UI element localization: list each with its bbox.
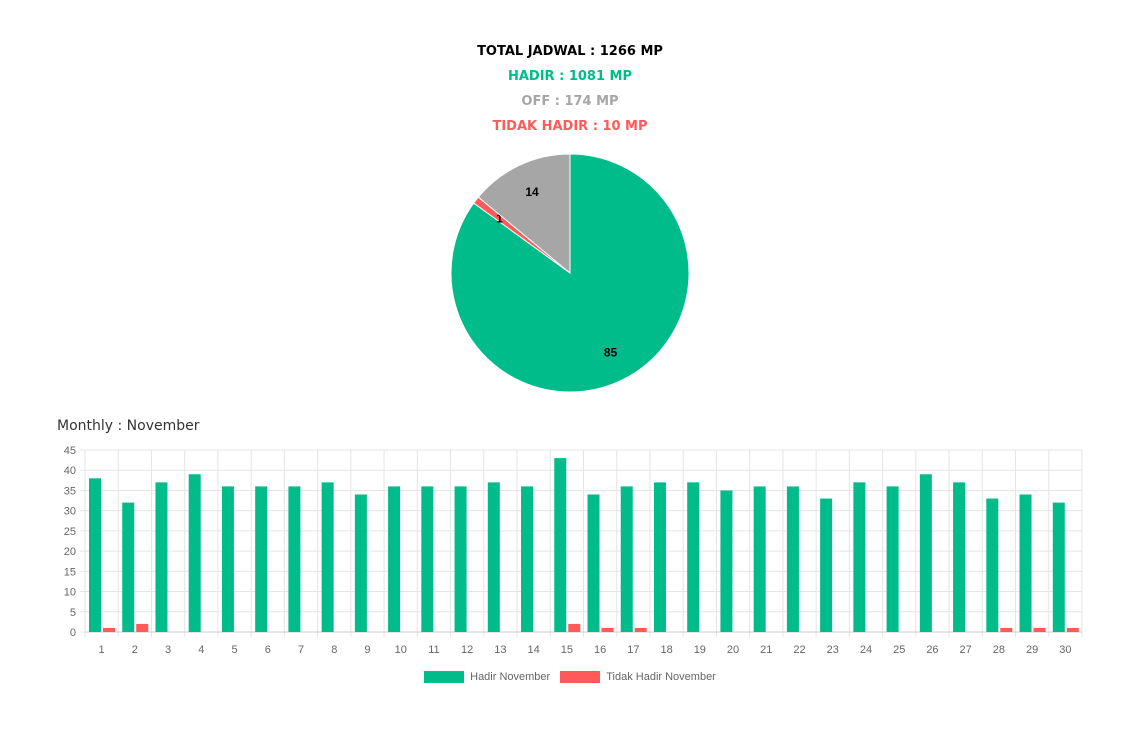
- bar-hadir-3[interactable]: [155, 482, 168, 632]
- bar-hadir-21[interactable]: [753, 486, 766, 632]
- x-tick-label: 12: [461, 644, 473, 656]
- x-tick-label: 27: [960, 644, 972, 656]
- legend-item-hadir[interactable]: Hadir November: [424, 671, 550, 683]
- bar-tidak-hadir-1[interactable]: [103, 627, 115, 632]
- y-tick-label: 15: [64, 566, 76, 578]
- off-label: OFF : 174 MP: [521, 94, 619, 109]
- pie-label-off: 14: [525, 185, 539, 199]
- legend-item-tidak-hadir[interactable]: Tidak Hadir November: [560, 671, 716, 683]
- x-tick-label: 25: [893, 644, 905, 656]
- bar-hadir-13[interactable]: [487, 482, 500, 632]
- legend-swatch-hadir: [424, 671, 465, 683]
- bar-hadir-12[interactable]: [454, 486, 467, 632]
- x-tick-label: 16: [594, 644, 606, 656]
- legend-label-tidak-hadir: Tidak Hadir November: [606, 671, 716, 683]
- x-tick-label: 4: [198, 644, 204, 656]
- bar-hadir-8[interactable]: [321, 482, 334, 632]
- y-tick-label: 20: [64, 546, 76, 558]
- bar-hadir-16[interactable]: [587, 494, 600, 632]
- y-tick-label: 5: [70, 607, 76, 619]
- x-tick-label: 29: [1026, 644, 1038, 656]
- bar-hadir-10[interactable]: [388, 486, 401, 632]
- bar-hadir-1[interactable]: [89, 478, 101, 632]
- x-tick-label: 5: [231, 644, 237, 656]
- present-label: HADIR : 1081 MP: [507, 69, 632, 84]
- bar-grid: [80, 449, 1083, 637]
- bar-hadir-20[interactable]: [720, 490, 733, 632]
- x-tick-label: 23: [827, 644, 839, 656]
- bar-hadir-5[interactable]: [221, 486, 234, 632]
- x-tick-label: 11: [428, 644, 439, 656]
- bar-tidak-hadir-15[interactable]: [568, 623, 581, 632]
- bar-hadir-24[interactable]: [853, 482, 866, 632]
- bar-hadir-7[interactable]: [288, 486, 301, 632]
- bar-hadir-2[interactable]: [122, 502, 135, 632]
- y-tick-label: 45: [64, 445, 76, 457]
- bar-tidak-hadir-2[interactable]: [136, 623, 149, 632]
- legend-swatch-tidak-hadir: [560, 671, 601, 683]
- x-tick-label: 26: [926, 644, 938, 656]
- x-tick-label: 2: [132, 644, 138, 656]
- bar-hadir-6[interactable]: [255, 486, 268, 632]
- bar-hadir-27[interactable]: [953, 482, 966, 632]
- bar-chart-legend: Hadir November Tidak Hadir November: [0, 671, 1140, 683]
- x-tick-label: 20: [727, 644, 739, 656]
- bar-tidak-hadir-16[interactable]: [601, 627, 614, 632]
- bar-hadir-15[interactable]: [554, 458, 567, 632]
- bar-hadir-19[interactable]: [687, 482, 700, 632]
- bar-hadir-11[interactable]: [421, 486, 434, 632]
- bar-hadir-18[interactable]: [653, 482, 666, 632]
- x-tick-label: 22: [793, 644, 805, 656]
- y-tick-label: 30: [64, 506, 76, 518]
- x-tick-label: 28: [993, 644, 1005, 656]
- pie-slice-off[interactable]: [477, 153, 571, 275]
- bar-tidak-hadir-17[interactable]: [634, 627, 647, 632]
- x-tick-label: 17: [627, 644, 639, 656]
- bar-hadir-28[interactable]: [986, 498, 999, 632]
- bar-tidak-hadir-30[interactable]: [1066, 627, 1079, 632]
- x-tick-label: 18: [660, 644, 672, 656]
- total-schedule-label: TOTAL JADWAL : 1266 MP: [477, 44, 663, 59]
- y-tick-label: 25: [64, 526, 76, 538]
- monthly-chart-title: Monthly : November: [57, 418, 200, 434]
- x-tick-label: 30: [1059, 644, 1071, 656]
- x-tick-label: 8: [331, 644, 337, 656]
- y-tick-label: 10: [64, 587, 76, 599]
- bar-hadir-9[interactable]: [354, 494, 367, 632]
- y-tick-label: 0: [70, 627, 76, 639]
- x-tick-label: 3: [165, 644, 171, 656]
- x-tick-label: 7: [298, 644, 304, 656]
- x-tick-label: 9: [364, 644, 370, 656]
- x-tick-label: 19: [694, 644, 706, 656]
- bar-hadir-23[interactable]: [820, 498, 833, 632]
- bar-tidak-hadir-29[interactable]: [1033, 627, 1046, 632]
- x-tick-label: 1: [99, 644, 105, 656]
- absent-label: TIDAK HADIR : 10 MP: [492, 119, 648, 134]
- y-tick-label: 35: [64, 485, 76, 497]
- x-tick-label: 13: [494, 644, 506, 656]
- y-tick-label: 40: [64, 465, 76, 477]
- x-tick-label: 24: [860, 644, 872, 656]
- x-tick-label: 6: [265, 644, 271, 656]
- bar-tidak-hadir-28[interactable]: [1000, 627, 1013, 632]
- bar-hadir-29[interactable]: [1019, 494, 1032, 632]
- x-tick-label: 15: [561, 644, 573, 656]
- bar-hadir-14[interactable]: [521, 486, 534, 632]
- pie-label-hadir: 85: [604, 346, 618, 360]
- x-tick-label: 21: [760, 644, 772, 656]
- bar-hadir-25[interactable]: [886, 486, 899, 632]
- attendance-pie-chart: 85 1 14: [450, 153, 690, 393]
- bar-hadir-22[interactable]: [786, 486, 799, 632]
- bar-hadir-17[interactable]: [620, 486, 633, 632]
- x-tick-label: 14: [528, 644, 540, 656]
- bar-hadir-26[interactable]: [919, 474, 932, 632]
- legend-label-hadir: Hadir November: [470, 671, 551, 683]
- bar-hadir-4[interactable]: [188, 474, 201, 632]
- x-tick-label: 10: [395, 644, 407, 656]
- bar-hadir-30[interactable]: [1052, 502, 1065, 632]
- pie-label-tidak-hadir: 1: [496, 211, 503, 225]
